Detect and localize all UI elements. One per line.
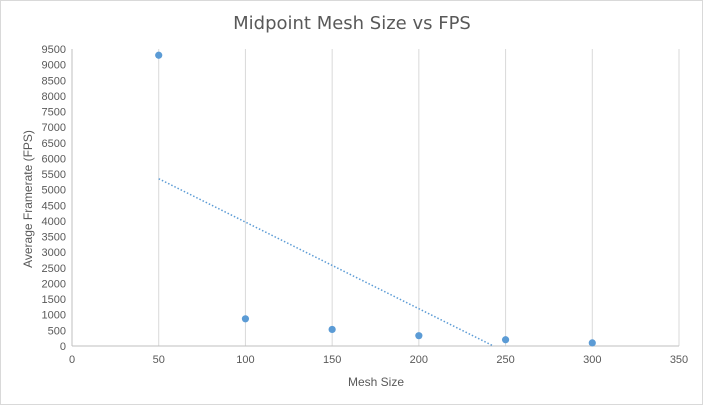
y-tick-label: 4500	[42, 200, 66, 212]
axes	[71, 49, 679, 347]
y-tick-label: 7500	[42, 107, 66, 119]
chart-title: Midpoint Mesh Size vs FPS	[233, 13, 471, 34]
x-tick-label: 100	[236, 354, 254, 366]
y-tick-label: 3500	[42, 232, 66, 244]
tick-labels: 0 50 100 150 200 250 300 3500500100015002000250…	[42, 44, 689, 366]
y-tick-label: 2500	[42, 263, 66, 275]
x-tick-label: 250	[496, 354, 514, 366]
y-tick-label: 1000	[42, 310, 66, 322]
y-tick-label: 5000	[42, 185, 66, 197]
x-tick-label: 50	[153, 354, 165, 366]
data-point	[588, 339, 596, 347]
x-tick-label: 0	[69, 354, 75, 366]
y-tick-label: 500	[48, 325, 66, 337]
y-tick-label: 6000	[42, 153, 66, 165]
y-axis-label: Average Framerate (FPS)	[21, 130, 35, 268]
points-layer	[155, 51, 596, 347]
y-tick-label: 1500	[42, 294, 66, 306]
y-tick-label: 7000	[42, 122, 66, 134]
x-tick-label: 150	[323, 354, 341, 366]
y-tick-label: 5500	[42, 169, 66, 181]
data-point	[241, 315, 250, 323]
grid-lines	[158, 49, 680, 346]
data-point	[328, 325, 336, 334]
data-point	[155, 51, 163, 59]
y-tick-label: 2000	[42, 278, 66, 290]
y-tick-label: 6500	[42, 138, 66, 150]
x-tick-label: 200	[410, 354, 428, 366]
x-axis-label: Mesh Size	[348, 375, 404, 389]
y-tick-label: 8000	[42, 91, 66, 103]
trendline-layer	[158, 178, 494, 347]
data-point	[501, 336, 510, 344]
y-tick-label: 8500	[42, 75, 66, 87]
y-tick-label: 9500	[42, 44, 66, 56]
x-tick-label: 350	[670, 354, 688, 366]
y-tick-label: 9000	[42, 60, 66, 72]
y-tick-label: 3000	[42, 247, 66, 259]
data-point	[415, 332, 423, 340]
trendline	[158, 178, 494, 347]
y-tick-label: 0	[60, 341, 66, 353]
y-tick-label: 4000	[42, 216, 66, 228]
x-tick-label: 300	[583, 354, 601, 366]
